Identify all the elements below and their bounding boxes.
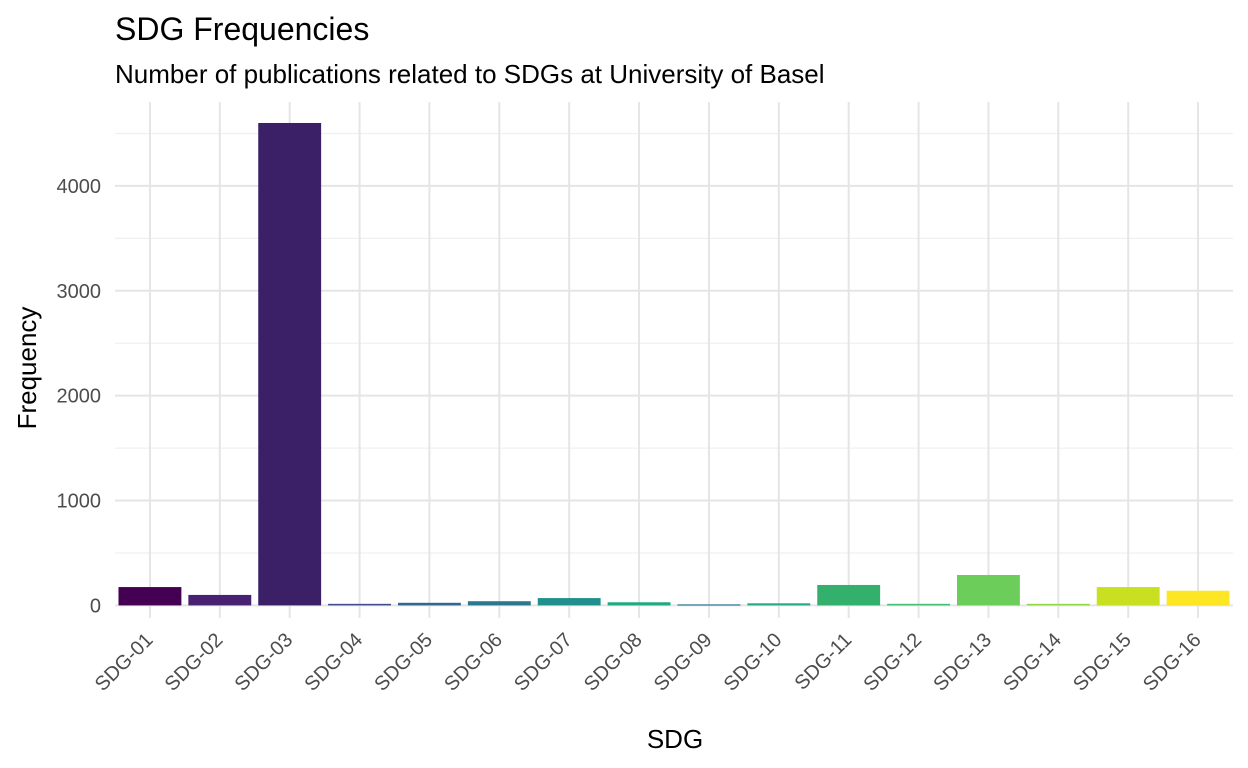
y-tick-label: 1000 xyxy=(57,491,102,513)
chart-title: SDG Frequencies xyxy=(115,11,369,47)
bar-sdg-09 xyxy=(677,604,741,606)
x-tick-label: SDG-08 xyxy=(580,629,647,696)
bar-sdg-06 xyxy=(467,601,531,606)
bar-sdg-14 xyxy=(1026,603,1090,606)
x-tick-label: SDG-09 xyxy=(650,629,717,696)
x-axis: SDG-01 SDG-02 SDG-03 SDG-04 SDG-05 SDG-06 SDG-… xyxy=(91,629,1206,696)
y-axis-title: Frequency xyxy=(12,307,42,430)
x-tick-label: SDG-04 xyxy=(300,629,367,696)
bar-sdg-11 xyxy=(817,584,881,606)
x-tick-label: SDG-10 xyxy=(720,629,787,696)
x-tick-label: SDG-11 xyxy=(791,629,857,695)
x-tick-label: SDG-03 xyxy=(231,629,298,696)
bar-sdg-02 xyxy=(188,594,252,606)
bars-layer xyxy=(118,122,1230,606)
bar-sdg-10 xyxy=(747,603,811,606)
x-tick-label: SDG-06 xyxy=(440,629,507,696)
bar-sdg-07 xyxy=(537,598,601,606)
bar-sdg-05 xyxy=(397,602,461,606)
y-tick-label: 0 xyxy=(90,595,101,617)
y-tick-label: 4000 xyxy=(57,176,102,198)
y-axis: 0 1000 2000 3000 4000 xyxy=(57,176,102,618)
x-tick-label: SDG-14 xyxy=(999,629,1066,696)
bar-sdg-12 xyxy=(887,603,951,606)
bar-sdg-04 xyxy=(328,603,392,606)
x-tick-label: SDG-15 xyxy=(1069,629,1136,696)
bar-sdg-08 xyxy=(607,602,671,606)
x-tick-label: SDG-12 xyxy=(859,629,926,696)
x-tick-label: SDG-07 xyxy=(510,629,577,696)
x-axis-title: SDG xyxy=(647,724,703,754)
bar-sdg-01 xyxy=(118,587,182,606)
x-tick-label: SDG-16 xyxy=(1139,629,1206,696)
y-tick-label: 3000 xyxy=(57,281,102,303)
chart-subtitle: Number of publications related to SDGs a… xyxy=(115,59,825,89)
bar-sdg-13 xyxy=(956,575,1020,606)
x-tick-label: SDG-02 xyxy=(161,629,228,696)
y-tick-label: 2000 xyxy=(57,386,102,408)
x-tick-label: SDG-05 xyxy=(370,629,437,696)
bar-sdg-16 xyxy=(1166,590,1230,606)
x-tick-label: SDG-13 xyxy=(929,629,996,696)
x-tick-label: SDG-01 xyxy=(91,629,158,696)
bar-sdg-15 xyxy=(1096,587,1160,606)
bar-sdg-03 xyxy=(258,122,322,606)
